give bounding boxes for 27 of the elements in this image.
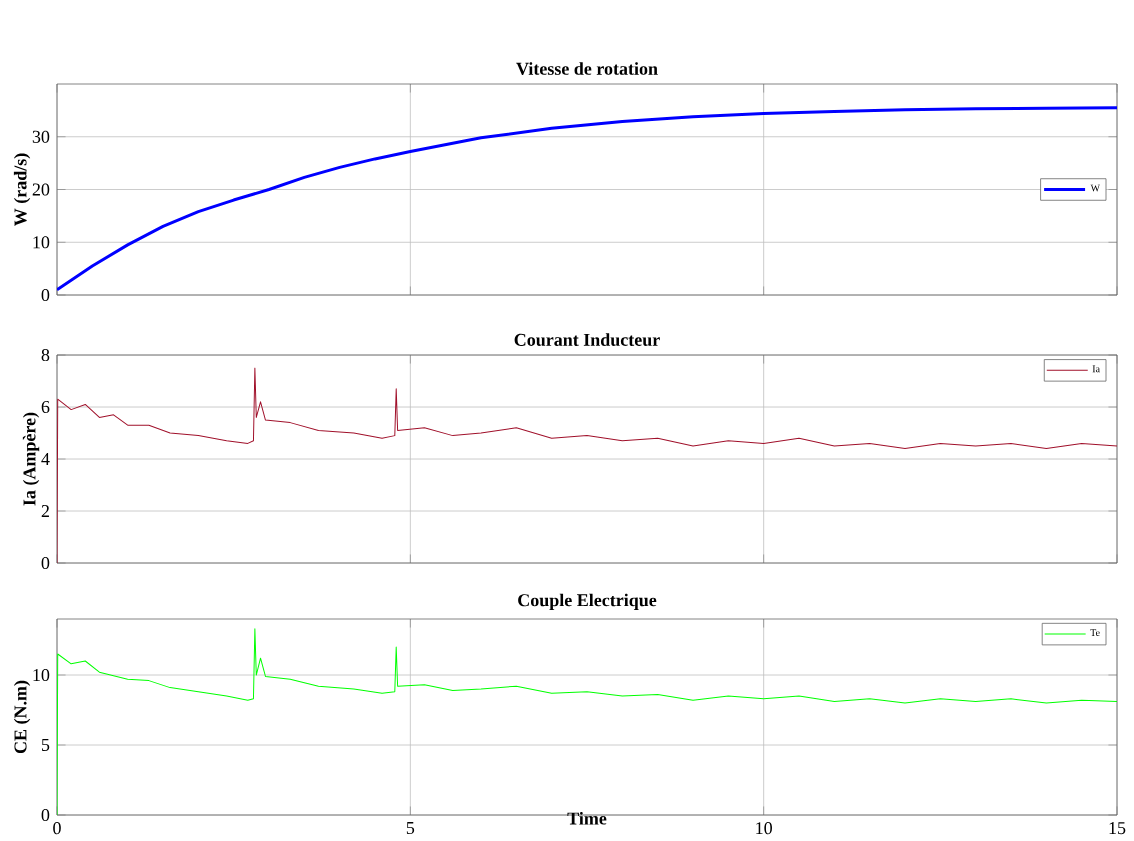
y-tick-label: 0 (41, 288, 50, 302)
y-tick-label: 5 (41, 739, 50, 752)
line-series (57, 106, 1118, 292)
legend-label: Ia (1092, 365, 1100, 373)
y-axis-title: Ia (Ampère) (22, 412, 40, 506)
legend-label: Te (1090, 629, 1100, 637)
chart-title: Courant Inducteur (514, 333, 660, 347)
y-tick-label: 30 (32, 130, 50, 143)
y-tick-label: 10 (33, 236, 50, 249)
y-tick-label: 6 (41, 401, 50, 414)
x-tick-label: 15 (1109, 822, 1126, 835)
y-tick-label: 4 (41, 453, 50, 465)
chart-title: Vitesse de rotation (516, 62, 658, 76)
x-axis-title: Time (567, 812, 607, 825)
y-tick-label: 8 (41, 349, 50, 362)
x-tick-label: 0 (53, 822, 61, 835)
y-tick-label: 20 (32, 183, 50, 196)
y-tick-label: 10 (33, 668, 50, 682)
y-axis-title: W (rad/s) (13, 153, 31, 227)
y-axis-title: CE (N.m) (13, 680, 31, 754)
chart-title: Couple Electrique (518, 593, 657, 610)
y-tick-label: 0 (41, 556, 50, 570)
y-tick-label: 0 (41, 808, 50, 822)
y-tick-label: 2 (41, 505, 49, 518)
legend-label: W (1090, 184, 1100, 192)
x-tick-label: 5 (406, 822, 415, 835)
x-tick-label: 10 (756, 822, 772, 835)
